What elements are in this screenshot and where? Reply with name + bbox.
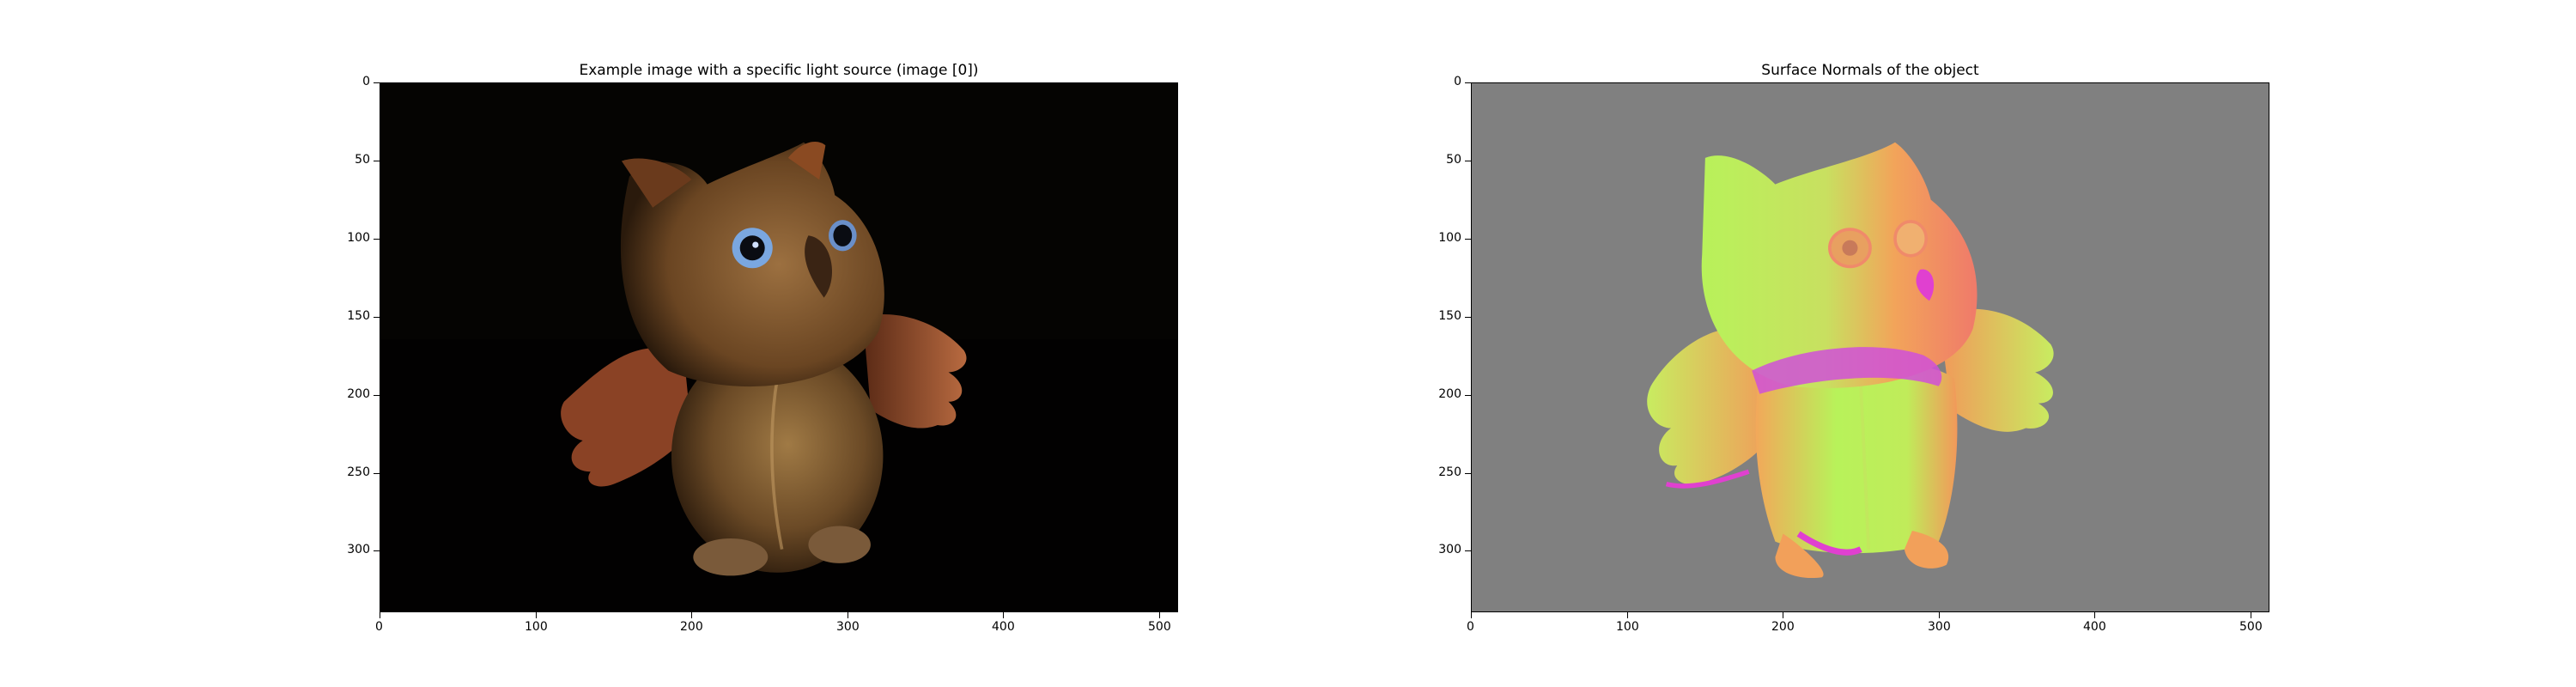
- left-x-tick: 0: [375, 620, 383, 634]
- left-panel-title: Example image with a specific light sour…: [579, 62, 979, 79]
- right-panel-title: Surface Normals of the object: [1761, 62, 1979, 79]
- right-y-tick: 50: [1446, 153, 1461, 167]
- left-y-tick: 300: [347, 543, 370, 556]
- right-x-tick: 300: [1928, 620, 1951, 634]
- right-x-tick: 200: [1771, 620, 1795, 634]
- owl-photo: [380, 83, 1177, 611]
- left-y-tick: 100: [347, 231, 370, 245]
- right-x-tick: 500: [2239, 620, 2263, 634]
- left-x-tick: 400: [992, 620, 1015, 634]
- left-y-tick: 50: [355, 153, 370, 167]
- surface-normals-map: [1472, 83, 2269, 611]
- right-x-tick: 400: [2083, 620, 2106, 634]
- left-x-tick: 300: [836, 620, 860, 634]
- left-y-tick: 250: [347, 465, 370, 479]
- right-x-tick: 0: [1467, 620, 1474, 634]
- right-y-tick: 300: [1438, 543, 1461, 556]
- right-y-tick: 200: [1438, 387, 1461, 401]
- right-y-tick: 0: [1454, 75, 1461, 88]
- left-image-axes: [380, 82, 1178, 612]
- right-y-tick: 250: [1438, 465, 1461, 479]
- left-y-tick: 0: [362, 75, 370, 88]
- left-x-tick: 100: [525, 620, 548, 634]
- left-y-tick: 200: [347, 387, 370, 401]
- left-x-tick: 200: [680, 620, 703, 634]
- right-image-axes: [1471, 82, 2269, 612]
- right-y-tick: 100: [1438, 231, 1461, 245]
- left-y-tick: 150: [347, 309, 370, 323]
- left-x-tick: 500: [1148, 620, 1171, 634]
- right-x-tick: 100: [1616, 620, 1639, 634]
- right-y-tick: 150: [1438, 309, 1461, 323]
